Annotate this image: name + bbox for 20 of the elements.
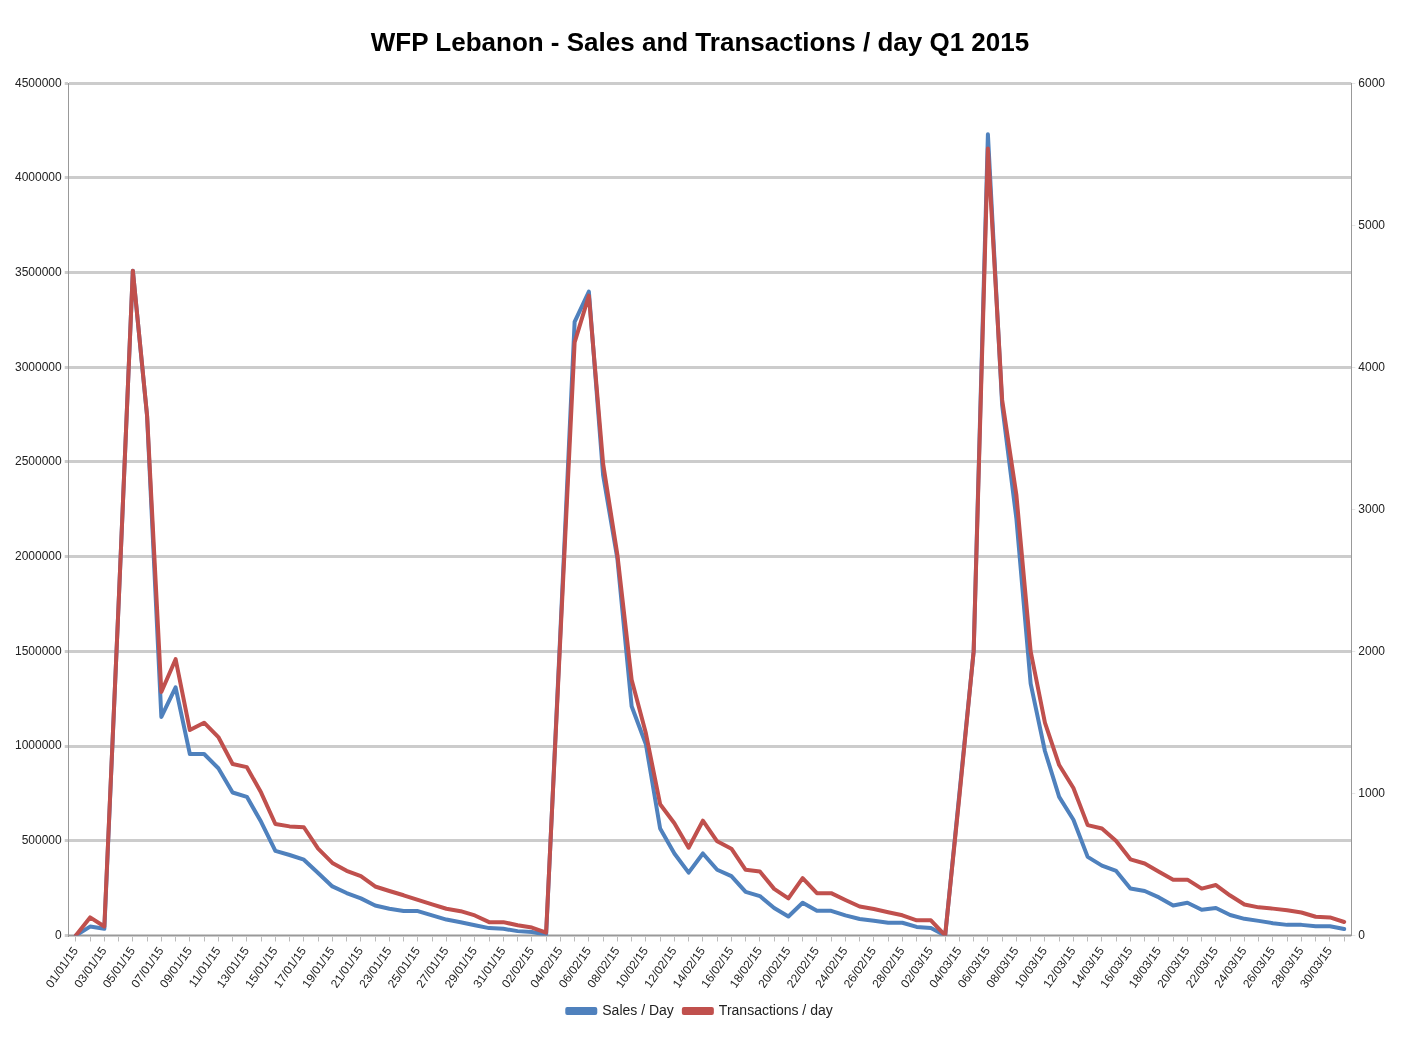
y2-tick-label: 2000	[1358, 643, 1386, 658]
legend-label: Sales / Day	[602, 1001, 674, 1018]
y2-tick-label: 4000	[1358, 359, 1386, 374]
y-tick-label: 4000000	[15, 170, 63, 185]
y-tick-label: 3000000	[15, 359, 63, 374]
y2-tick-label: 6000	[1358, 75, 1386, 90]
y2-tick-label: 3000	[1358, 501, 1386, 516]
y-tick-label: 500000	[21, 833, 63, 848]
y-tick-label: 1000000	[15, 738, 63, 753]
y-tick-label: 3500000	[15, 264, 63, 279]
y2-tick-label: 1000	[1358, 785, 1386, 800]
y-tick-label: 1500000	[15, 643, 63, 658]
y-tick-label: 2000000	[15, 549, 63, 563]
y-tick-label: 0	[55, 927, 63, 942]
y2-tick-label: 5000	[1358, 217, 1386, 232]
y-tick-label: 2500000	[15, 454, 63, 469]
legend-label: Transactions / day	[718, 1001, 833, 1018]
y-tick-label: 4500000	[15, 75, 63, 90]
y2-tick-label: 0	[1358, 927, 1366, 942]
chart-title: WFP Lebanon - Sales and Transactions / day Q1 2015	[370, 26, 1030, 57]
